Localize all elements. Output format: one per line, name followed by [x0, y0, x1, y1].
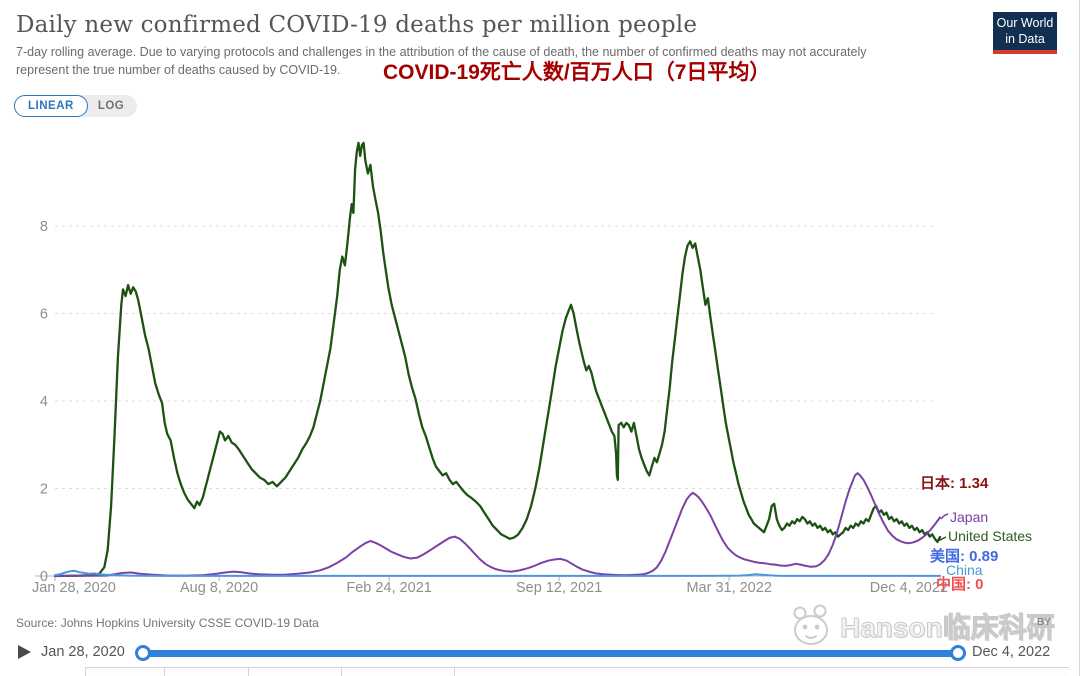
x-tick-label: Sep 12, 2021 [516, 580, 602, 596]
annotation-japan-value: 日本: 1.34 [920, 475, 989, 492]
chart-subtitle-line1: 7-day rolling average. Due to varying pr… [16, 45, 867, 59]
us-label-connector [937, 536, 947, 542]
x-tick-label: Feb 24, 2021 [346, 580, 431, 596]
timeline-end-label: Dec 4, 2022 [972, 644, 1051, 660]
annotation-china-value: 中国: 0 [936, 576, 984, 593]
table-divider [454, 668, 455, 676]
series-line-japan [54, 472, 941, 577]
chart-subtitle-line2: represent the true number of deaths caus… [16, 63, 341, 77]
table-divider [341, 668, 342, 676]
chinese-heading-overlay: COVID-19死亡人数/百万人口（7日平均） [383, 61, 771, 84]
timeline-play-button[interactable] [18, 645, 31, 659]
owid-logo-line1: Our World [996, 16, 1054, 30]
x-tick-label: Mar 31, 2022 [686, 580, 771, 596]
scale-toggle: LINEAR LOG [14, 95, 138, 117]
timeline-track[interactable] [143, 650, 958, 657]
table-divider [164, 668, 165, 676]
bottom-table-strip [85, 667, 1069, 676]
annotation-us-value: 美国: 0.89 [930, 548, 999, 565]
series-line-china [54, 569, 941, 577]
y-tick-label-6: 6 [40, 307, 48, 323]
tab-log[interactable]: LOG [97, 100, 125, 112]
japan-label-connector [940, 513, 949, 520]
x-tick-label: Dec 4, 2022 [870, 580, 948, 596]
owid-logo-line2: in Data [1005, 32, 1045, 46]
page-title: Daily new confirmed COVID-19 deaths per … [16, 12, 698, 38]
y-tick-label-4: 4 [40, 394, 48, 410]
y-tick-label-0: 0 [40, 569, 48, 585]
cc-by-license: BY [1037, 617, 1051, 628]
tab-linear[interactable]: LINEAR [14, 95, 88, 117]
source-text: Source: Johns Hopkins University CSSE CO… [16, 616, 319, 630]
y-tick-label-2: 2 [40, 482, 48, 498]
table-divider [248, 668, 249, 676]
x-tick-label: Jan 28, 2020 [32, 580, 116, 596]
owid-logo[interactable]: Our World in Data [993, 12, 1057, 54]
timeline-handle-end[interactable] [950, 645, 966, 661]
timeline-start-label: Jan 28, 2020 [41, 644, 125, 660]
timeline-handle-start[interactable] [135, 645, 151, 661]
series-label-china[interactable]: China [946, 562, 983, 578]
series-line-united-states [53, 141, 942, 578]
y-tick-label-8: 8 [40, 219, 48, 235]
x-tick-label: Aug 8, 2020 [180, 580, 258, 596]
series-label-japan[interactable]: Japan [950, 509, 989, 525]
series-label-united-states[interactable]: United States [948, 528, 1033, 544]
